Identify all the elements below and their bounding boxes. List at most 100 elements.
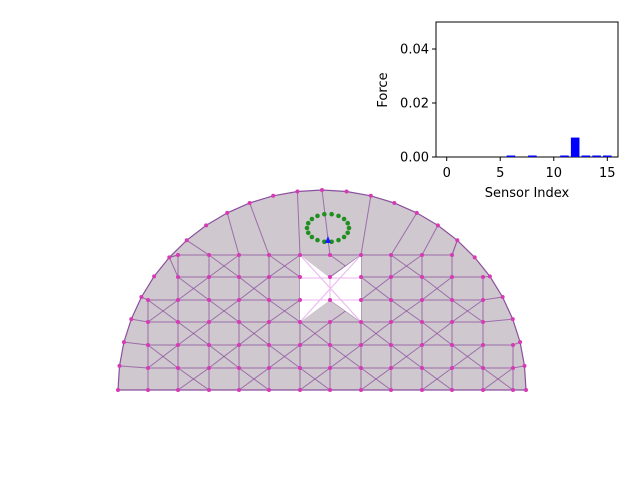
mesh-node (481, 343, 485, 347)
mesh-node (359, 366, 363, 370)
plot-area (435, 21, 619, 158)
mesh-edge (238, 276, 270, 301)
mesh-edge (421, 225, 439, 256)
mesh-node (298, 343, 302, 347)
mesh-node (359, 298, 363, 302)
force-arrow-icon (325, 236, 331, 243)
y-axis-ticks: 0.00 0.02 0.04 (400, 43, 436, 166)
mesh-edge (177, 276, 210, 301)
mesh-node (146, 343, 150, 347)
mesh-node (472, 255, 477, 260)
mesh-node (207, 320, 211, 324)
mesh-node (267, 366, 271, 370)
mesh-node (146, 320, 150, 324)
mesh-node (511, 366, 515, 370)
mesh-node (146, 388, 150, 392)
mesh-edge (482, 296, 503, 301)
mesh-node (207, 298, 211, 302)
mesh-edge (208, 254, 240, 278)
mesh-node (184, 238, 189, 243)
mesh-node (450, 320, 454, 324)
mesh-node (389, 366, 393, 370)
mesh-node (328, 343, 332, 347)
mesh-node (207, 366, 211, 370)
mesh-edge (238, 367, 270, 391)
mesh-node (146, 366, 150, 370)
mesh-edge (177, 367, 210, 391)
mesh-edge (299, 321, 331, 346)
mesh-node (344, 189, 349, 194)
mesh-edge (226, 212, 240, 256)
mesh-edge (421, 367, 453, 391)
mesh-edge (147, 299, 179, 323)
mesh-node (271, 193, 276, 198)
mesh-node (176, 320, 180, 324)
mesh-node (121, 340, 126, 345)
mesh-node (146, 298, 150, 302)
mesh-nodes (116, 188, 528, 392)
mesh-edge (360, 276, 392, 301)
mesh-node (176, 253, 180, 257)
mesh-node (328, 298, 332, 302)
mesh-node (247, 200, 252, 205)
x-tick-label: 10 (545, 166, 562, 181)
mesh-edge (131, 318, 149, 323)
mesh-node (487, 274, 492, 279)
mesh-node (389, 298, 393, 302)
bar-series (506, 137, 612, 157)
mesh-node (359, 388, 363, 392)
mesh-node (420, 388, 424, 392)
mesh-node (116, 388, 120, 392)
bar-sensor-8 (528, 155, 537, 157)
mesh-node (359, 275, 363, 279)
mesh-node (450, 366, 454, 370)
mesh-node (298, 366, 302, 370)
mesh-node (450, 298, 454, 302)
mesh-node (511, 343, 515, 347)
mesh-node (359, 253, 363, 257)
mesh-node (167, 255, 172, 260)
mesh-edge (421, 321, 453, 346)
contact-dot (329, 211, 334, 217)
mesh-node (237, 320, 241, 324)
mesh-node (359, 343, 363, 347)
mesh-hole (299, 254, 362, 323)
y-tick-label: 0.04 (400, 43, 429, 58)
mesh-node (152, 274, 157, 279)
mesh-node (176, 366, 180, 370)
contact-circle (304, 211, 352, 245)
mesh-node (237, 275, 241, 279)
mesh-node (392, 200, 397, 205)
mesh-edge (268, 299, 301, 323)
mesh-node (420, 298, 424, 302)
mesh-node (389, 253, 393, 257)
x-tick-label: 0 (443, 166, 451, 181)
mesh-node (328, 320, 332, 324)
mesh-node (389, 343, 393, 347)
mesh-node (237, 366, 241, 370)
contact-dot (309, 234, 315, 240)
mesh-node (267, 320, 271, 324)
mesh-node (237, 343, 241, 347)
mesh-edge (390, 299, 423, 323)
bar-sensor-13 (581, 155, 591, 157)
mesh-node (455, 238, 460, 243)
mesh-edge (147, 344, 179, 369)
mesh-node (389, 275, 393, 279)
mesh-node (298, 298, 302, 302)
mesh-node (237, 253, 241, 257)
mesh-node (328, 366, 332, 370)
mesh-node (237, 298, 241, 302)
mesh-edge (299, 367, 331, 391)
mesh-edge (329, 344, 362, 369)
bar-sensor-12 (570, 137, 580, 157)
mesh-node (481, 366, 485, 370)
mesh-node (295, 189, 300, 194)
mesh-edge (268, 344, 301, 369)
mesh-node (176, 298, 180, 302)
mesh-node (420, 253, 424, 257)
mesh-node (420, 366, 424, 370)
mesh-edge (451, 240, 458, 256)
mesh-node (481, 388, 485, 392)
